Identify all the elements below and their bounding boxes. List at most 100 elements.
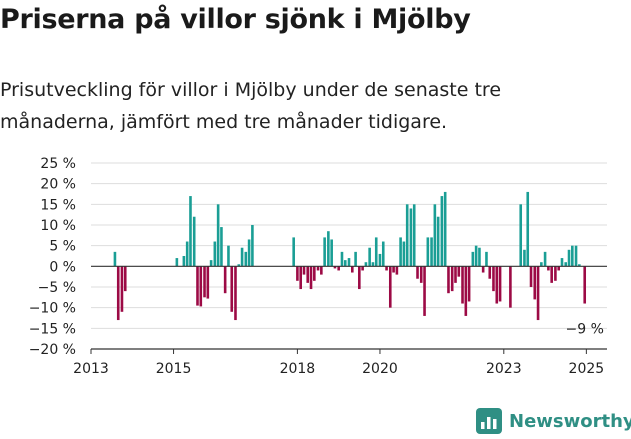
bar [374,237,378,267]
last-value-annotation: −9 % [566,322,604,338]
bar [309,266,313,290]
bar [492,266,495,292]
bar [337,266,340,271]
bar [175,258,179,267]
bar [574,245,578,267]
bar [571,245,574,267]
bar [419,266,423,283]
bar [213,241,217,267]
y-tick-label: −15 % [29,321,76,337]
bar [196,266,199,306]
bar [540,262,543,267]
bar [399,237,402,267]
y-tick-label: 15 % [40,197,76,213]
bar [583,266,587,304]
bar [560,258,564,267]
bar [454,266,457,283]
bar [381,241,385,267]
bar [426,237,430,267]
x-tick-label: 2020 [362,361,398,377]
bar [529,266,533,287]
bar [416,266,419,279]
bar [247,239,251,267]
bar [461,266,464,304]
bar [113,251,117,267]
bar [481,266,485,273]
x-tick-label: 2018 [280,361,316,377]
bar [578,264,581,267]
bar [471,251,475,267]
bar [488,266,492,279]
bar [467,266,471,302]
bar [412,204,416,267]
y-tick-label: −20 % [29,342,76,358]
bar [251,225,254,267]
bar [554,266,557,281]
bar-chart: 25 % 20 % 15 % 10 % 5 % 0 % −5 % −10 % −15 % −20 … [29,156,607,377]
x-axis-ticks: 2013 2015 2018 2020 2023 2025 [73,349,604,377]
newsworthy-logo-icon [476,408,502,434]
bar [206,266,210,299]
bar [526,191,530,267]
bar [199,266,203,307]
chart-title: Priserna på villor sjönk i Mjölby [0,4,471,35]
bar [474,245,478,267]
newsworthy-brand: Newsworthy [476,406,631,436]
brand-name: Newsworthy [509,410,631,432]
bar [220,227,223,267]
bar [443,191,447,267]
bar [409,208,413,267]
bar [402,241,406,267]
chart-subtitle: Prisutveckling för villor i Mjölby under… [0,79,502,133]
grid-lines [91,162,607,329]
bar [306,266,310,283]
bar [123,266,127,292]
bar [299,266,302,290]
y-tick-label: 10 % [40,218,76,234]
bar [405,204,409,267]
y-tick-label: 5 % [49,239,76,255]
bar [395,266,399,275]
y-tick-label: 0 % [49,259,76,275]
bar [209,260,213,267]
bar [223,266,227,294]
bar [185,241,189,267]
bar [436,216,440,267]
bar [216,204,220,267]
bar [543,251,547,267]
bar [523,249,526,267]
bar [509,266,512,308]
bar [567,249,571,267]
bar [340,251,344,267]
x-tick-label: 2013 [73,361,109,377]
bar [550,266,553,283]
bar [120,266,124,312]
bar [330,239,333,267]
bar [564,262,568,267]
bar [203,266,206,298]
bar [478,247,481,267]
bar [464,266,468,316]
bar [354,251,357,267]
bar [388,266,392,308]
y-tick-label: 25 % [40,156,76,172]
bar [447,266,450,294]
bar [189,196,192,267]
y-tick-label: −5 % [38,280,76,296]
bar [547,266,550,271]
bar [392,266,395,273]
bar [313,266,316,281]
bar [343,260,347,267]
bar [498,266,502,302]
bar [533,266,537,300]
bar [351,266,354,273]
bar [323,237,326,267]
bar [433,204,437,267]
bar [519,204,523,267]
bar [292,237,295,267]
bar [192,216,196,267]
bar [385,266,388,271]
bar [361,266,364,271]
bars [113,191,587,321]
bar [347,258,351,267]
